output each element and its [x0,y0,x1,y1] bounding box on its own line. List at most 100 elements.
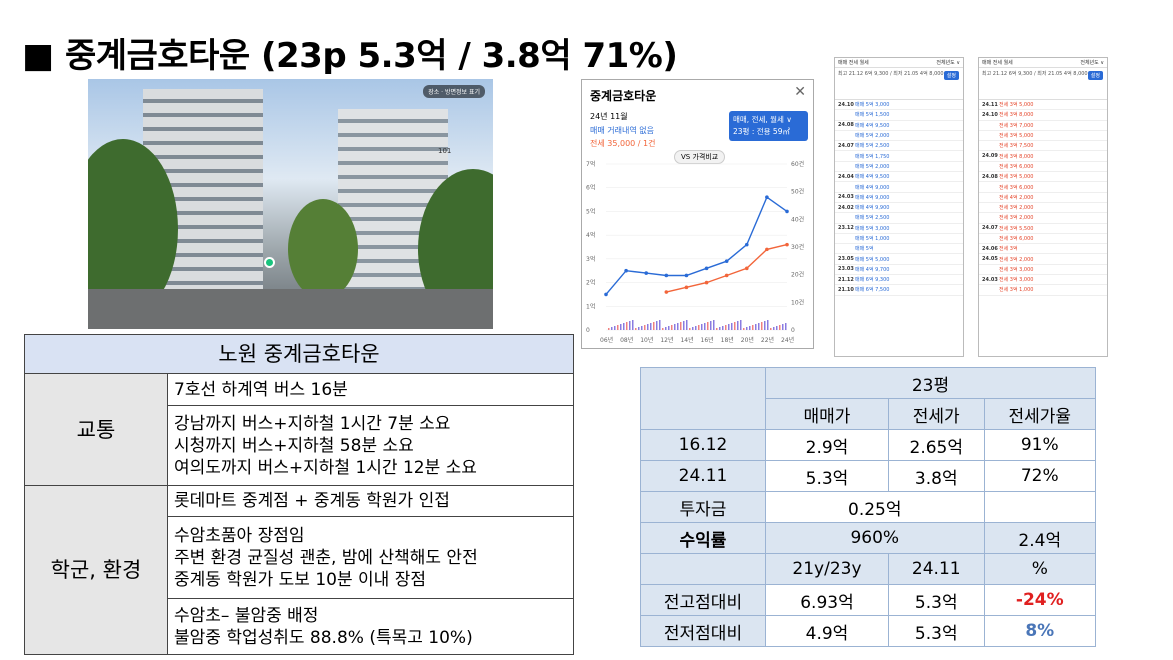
volume-bar [668,326,670,330]
col-sale: 매매가 [765,398,889,430]
data-point [785,242,789,247]
list-item: 24.08 매매 4억 9,500 [835,121,963,131]
transport-yeouido: 여의도까지 버스+지하철 1시간 12분 소요 [174,457,477,478]
list-item: 23.03 매매 4억 9,700 [835,265,963,276]
list-item-price: 전세 3억 6,000 [999,236,1034,242]
data-point [684,273,689,278]
volume-bar [659,320,661,330]
list-item-date: 24.11 [982,101,998,108]
transport-subway: 7호선 하계역 버스 16분 [174,379,348,400]
category-transport: 교통 [24,373,168,486]
data-point [785,209,789,214]
list-item-price: 매매 6억 9,300 [855,277,890,284]
list-item-price: 전세 3억 3,000 [999,266,1034,273]
list-item-price: 매매 5억 2,500 [855,143,890,150]
volume-bar [764,321,766,330]
table-row: 24.11 5.3억 3.8억 72% [640,460,1097,492]
list-item-date: 23.05 [838,256,854,263]
volume-bar [719,327,721,330]
table-row: 수익률 960% 2.4억 [640,522,1097,554]
volume-bar [641,326,643,330]
volume-bar [710,321,712,330]
listing-tabs[interactable]: 매매 전세 월세 [838,60,869,66]
list-item-price: 전세 3억 7,000 [999,122,1034,129]
list-item: 전세 3억 1,000 [979,285,1107,296]
data-point [644,271,649,275]
volume-bar [608,328,610,330]
school-achievement: 불암중 학업성취도 88.8% (특목고 10%) [174,627,473,648]
list-item-price: 전세 3억 1,000 [999,287,1034,294]
list-item: 21.10 매매 6억 7,500 [835,285,963,296]
y2-tick-label: 0 [791,327,795,334]
list-item-price: 전세 3억 7,500 [999,143,1034,150]
x-tick-label: 06년 [600,336,613,344]
volume-bar [782,324,784,330]
list-item-date: 21.12 [838,276,854,283]
list-item-price: 매매 5억 2,000 [855,133,890,140]
year-filter[interactable]: 전체년도 ∨ [1080,60,1104,66]
list-item: 24.10 매매 5억 3,000 [835,100,963,111]
investment-table: 23평 매매가 전세가 전세가율 16.12 2.9억 2.65억 91% 24… [640,367,1097,647]
list-item-price: 매매 4억 9,000 [855,194,890,201]
volume-bar [749,326,751,330]
listing-info: 최고 21.12 6억 9,300 / 최저 21.05 4억 8,000 [982,71,1088,77]
high-v2: 5.3억 [887,584,985,616]
listing-button[interactable]: 설정 [1087,71,1103,80]
listing-button[interactable]: 설정 [943,71,959,80]
cell-jeonse: 2.65억 [887,429,985,461]
list-item-price: 매매 5억 2,500 [855,215,890,222]
series-line [605,196,788,295]
y-tick-label: 4억 [586,231,595,239]
volume-bar [650,323,652,330]
y2-tick-label: 30건 [791,243,804,251]
list-item-price: 매매 4억 9,700 [855,266,890,273]
school-row-3: 수암초– 불암중 배정 불암중 학업성취도 88.8% (특목고 10%) [167,598,574,655]
volume-bar [671,325,673,330]
volume-bar [743,328,745,330]
list-item: 24.06 전세 3억 [979,244,1107,255]
y-tick-label: 6억 [586,184,595,192]
transport-row-1: 7호선 하계역 버스 16분 [167,373,574,406]
volume-bar [776,326,778,330]
col-jeonse: 전세가 [887,398,985,430]
volume-bar [695,326,697,330]
school-row-2: 수암초품아 장점임 주변 환경 균질성 괜춘, 밤에 산책해도 안전 중계동 학… [167,516,574,599]
volume-bar [611,327,613,330]
volume-bar [779,325,781,330]
list-item: 전세 3억 6,000 [979,234,1107,245]
list-item-date: 23.03 [838,266,854,273]
deal-type-selector[interactable]: 매매, 전세, 월세 ∨ 23평 : 전용 59㎡ [729,111,808,141]
col-ratio: 전세가율 [983,398,1097,430]
volume-bar [704,323,706,330]
list-item: 24.05 전세 3억 2,000 [979,254,1107,265]
list-item: 매매 5억 [835,244,963,255]
corner-cell [640,367,766,430]
selector-deal-types: 매매, 전세, 월세 ∨ [733,115,792,124]
list-item-price: 전세 3억 5,000 [999,174,1034,181]
transport-row-2: 강남까지 버스+지하철 1시간 7분 소요 시청까지 버스+지하철 58분 소요… [167,405,574,486]
list-item: 매매 5억 1,750 [835,151,963,162]
cmp-col3: % [983,553,1097,585]
volume-bar [734,322,736,330]
list-item: 24.04 매매 4억 9,500 [835,172,963,183]
listing-info: 최고 21.12 6억 9,300 / 최저 21.05 4억 8,000 [838,71,944,77]
list-item-date: 24.03 [838,194,854,201]
list-item: 전세 3억 5,000 [979,131,1107,142]
list-item-price: 매매 4억 9,500 [855,122,890,129]
close-icon[interactable]: ✕ [794,84,806,100]
volume-bar [683,321,685,330]
tree [288,199,358,299]
data-point [704,266,709,271]
page-title: ■ 중계금호타운 (23p 5.3억 / 3.8억 71%) [22,36,678,76]
list-item-price: 매매 5억 1,000 [855,236,890,242]
volume-bar [725,325,727,330]
listing-tabs[interactable]: 매매 전세 월세 [982,60,1013,66]
school-row-1: 롯데마트 중계점 + 중계동 학원가 인접 [167,485,574,517]
volume-bar [698,325,700,330]
vs-compare-button[interactable]: VS 가격비교 [674,150,726,164]
list-item-date: 24.08 [982,173,998,180]
list-item: 전세 3억 7,000 [979,121,1107,131]
list-item: 24.07 매매 5억 2,500 [835,141,963,152]
year-filter[interactable]: 전체년도 ∨ [936,60,960,66]
card-title: 중계금호타운 [590,89,657,103]
